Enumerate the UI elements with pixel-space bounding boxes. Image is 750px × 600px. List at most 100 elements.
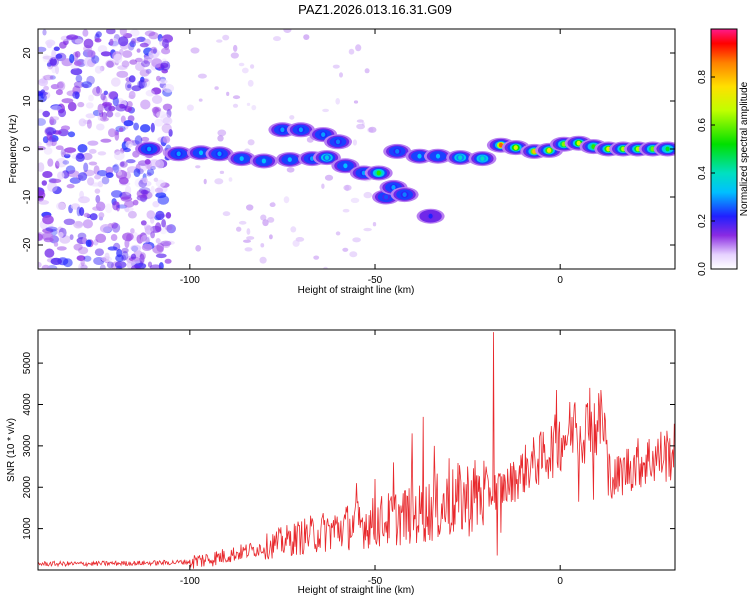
noise-speckle [158,79,168,85]
noise-speckle [87,58,96,68]
noise-speckle [125,185,132,196]
noise-speckle [51,49,57,60]
noise-speckle [111,190,123,198]
noise-speckle [76,255,86,261]
noise-speckle [216,39,223,43]
noise-speckle [58,128,69,137]
noise-speckle [155,253,167,259]
noise-speckle [50,257,62,265]
noise-speckle [88,94,94,102]
noise-speckle [198,98,203,102]
noise-speckle [150,216,155,224]
noise-speckle [356,119,364,123]
x-tick-label: 0 [557,275,563,286]
noise-speckle [99,224,112,233]
noise-speckle [153,177,159,182]
noise-speckle [53,46,60,52]
noise-speckle [95,233,107,243]
noise-speckle [141,243,153,251]
noise-speckle [128,75,136,83]
noise-speckle [283,29,292,33]
spectrogram-branch-blob [321,132,326,138]
noise-speckle [43,237,54,243]
spectrogram-trace-blob [435,153,441,159]
spectrogram-trace-blob [287,157,292,163]
noise-speckle [260,243,265,248]
noise-speckle [114,112,121,118]
spectrogram-x-label: Height of straight line (km) [298,285,415,296]
noise-speckle [136,234,144,244]
noise-speckle [141,60,150,68]
noise-speckle [78,262,87,269]
noise-speckle [66,184,75,189]
noise-speckle [75,221,84,227]
noise-speckle [55,160,60,169]
noise-speckle [94,38,102,43]
noise-speckle [130,253,137,260]
noise-speckle [77,101,85,108]
noise-speckle [107,91,118,100]
spectrogram-y-label: Frequency (Hz) [8,115,19,184]
noise-speckle [43,74,54,81]
spectrogram-trace-blob [198,150,204,156]
noise-speckle [95,195,101,204]
noise-speckle [69,53,75,64]
noise-speckle [38,162,45,172]
noise-speckle [106,60,114,68]
spectrogram-branch-blob [335,139,341,145]
noise-speckle [104,252,110,261]
noise-speckle [97,45,108,54]
noise-speckle [355,44,362,52]
noise-speckle [222,34,230,41]
noise-speckle [214,86,219,90]
noise-speckle [155,192,167,199]
noise-speckle [267,217,275,223]
noise-speckle [94,65,103,74]
noise-speckle [73,243,83,251]
noise-speckle [87,50,96,58]
noise-speckle [45,39,56,47]
noise-speckle [60,125,71,131]
noise-speckle [262,219,269,227]
noise-speckle [110,234,118,241]
noise-speckle [166,109,172,118]
spectrogram-trace-blob [480,156,485,162]
noise-speckle [47,158,54,167]
noise-speckle [145,89,155,97]
spectrogram-trace-blob [217,151,222,157]
colorbar: 0.0 0.2 0.4 0.6 0.8 Normalized spectral ampl… [697,28,750,276]
noise-speckle [292,239,300,247]
noise-speckle [363,191,373,199]
noise-speckle [69,234,74,241]
noise-speckle [42,110,50,118]
noise-speckle [63,153,71,159]
noise-speckle [44,248,55,258]
noise-speckle [112,201,120,211]
noise-speckle [352,139,357,146]
noise-speckle [100,93,106,101]
noise-speckle [146,168,155,176]
noise-speckle [126,159,136,164]
noise-speckle [83,162,89,173]
snr-x-label: Height of straight line (km) [298,585,415,596]
noise-speckle [140,124,151,133]
noise-speckle [119,29,127,36]
noise-speckle [156,242,165,252]
noise-speckle [112,163,120,174]
x-tick-label: -50 [368,576,383,587]
spectrogram-trace-blob [147,146,152,152]
x-tick-label: 0 [557,576,563,587]
noise-speckle [85,113,96,119]
noise-speckle [247,139,255,146]
noise-speckle [289,115,295,120]
snr-y-ticks: 1000 2000 3000 4000 5000 [22,352,675,540]
x-tick-label: -100 [180,275,200,286]
noise-speckle [134,178,145,188]
noise-speckle [232,103,239,108]
noise-speckle [335,98,341,105]
noise-speckle [146,210,156,220]
noise-speckle [73,220,84,229]
spectrogram-trace-blob [665,146,670,152]
y-tick-label: 20 [22,47,33,59]
